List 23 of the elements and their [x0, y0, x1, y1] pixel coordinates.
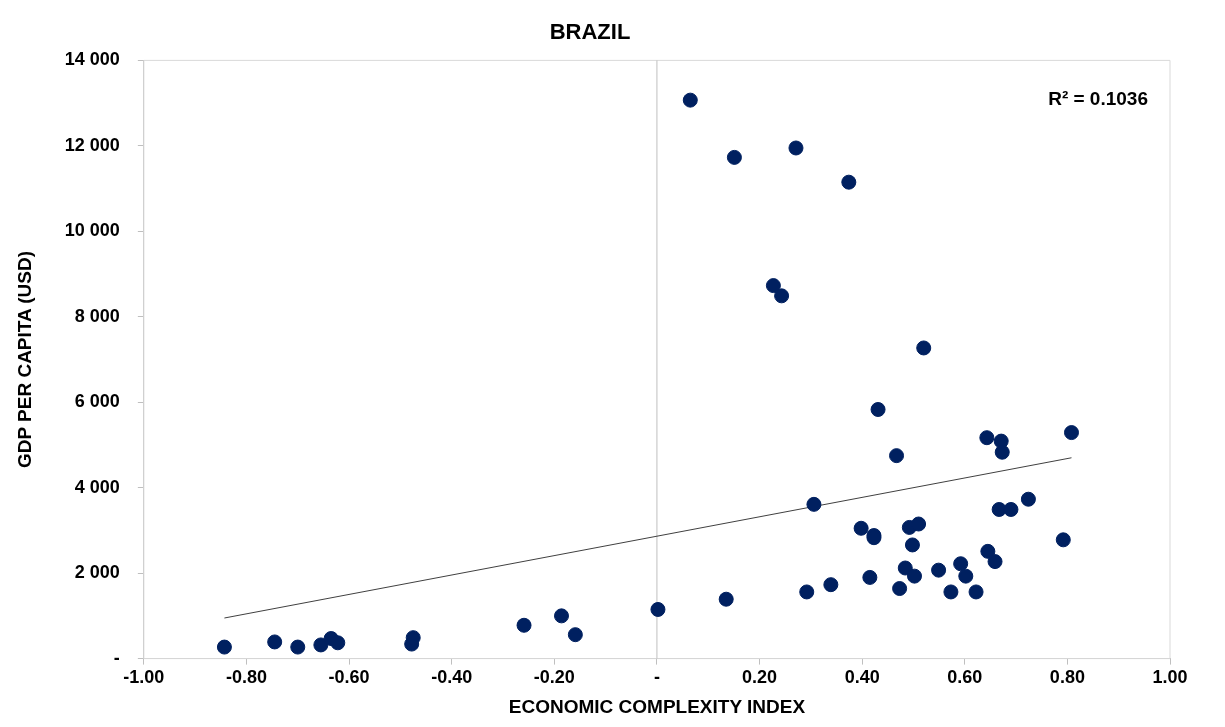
y-tick-label: 12 000: [64, 134, 120, 155]
x-tick-label: 0.20: [742, 667, 778, 688]
x-tick-label: -1.00: [123, 667, 165, 688]
y-tick-label: 6 000: [74, 391, 120, 412]
x-tick-label: 0.40: [844, 667, 880, 688]
y-tick-label: 14 000: [64, 49, 120, 70]
annotation: R² = 0.1036: [1048, 88, 1148, 110]
x-tick-label: -0.20: [533, 667, 575, 688]
y-tick-label: -: [113, 647, 120, 668]
x-tick-label: -0.60: [328, 667, 370, 688]
x-tick-label: -0.40: [431, 667, 473, 688]
x-tick-label: -0.80: [225, 667, 267, 688]
x-axis-title: ECONOMIC COMPLEXITY INDEX: [508, 695, 806, 717]
x-tick-label: 0.60: [947, 667, 983, 688]
x-tick-label: 0.80: [1049, 667, 1085, 688]
y-tick-label: 4 000: [74, 476, 120, 497]
chart-title: BRAZIL: [549, 19, 631, 45]
x-tick-label: -: [653, 667, 660, 688]
y-axis-title: GDP PER CAPITA (USD): [13, 250, 35, 469]
y-tick-label: 8 000: [74, 305, 120, 326]
y-tick-label: 10 000: [64, 220, 120, 241]
y-tick-label: 2 000: [74, 562, 120, 583]
x-tick-label: 1.00: [1152, 667, 1188, 688]
